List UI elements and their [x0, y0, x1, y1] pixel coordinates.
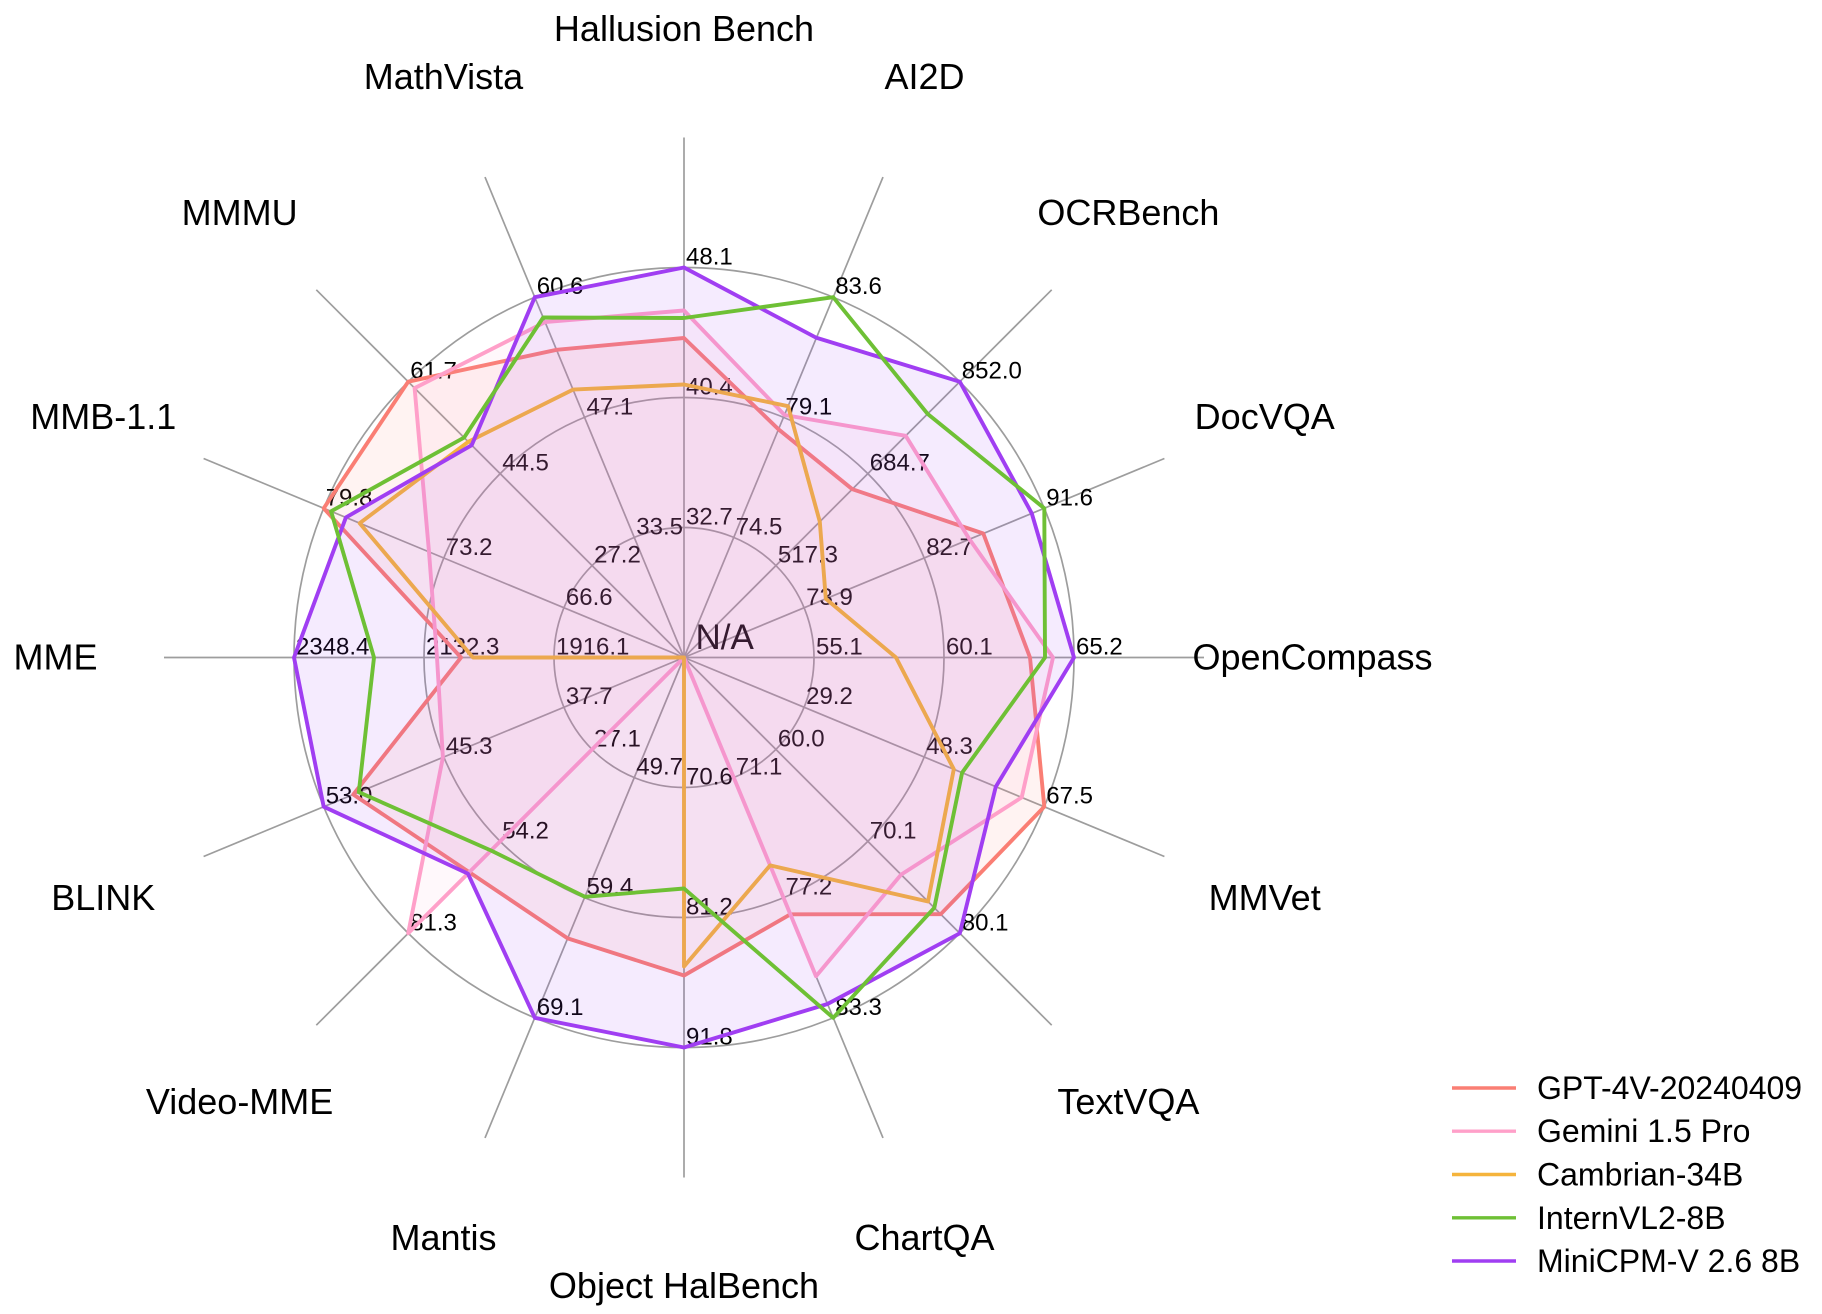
svg-text:684.7: 684.7: [870, 450, 930, 477]
svg-text:69.1: 69.1: [537, 994, 584, 1021]
svg-text:33.5: 33.5: [636, 513, 683, 540]
svg-text:73.9: 73.9: [806, 584, 853, 611]
svg-text:MME: MME: [14, 637, 98, 678]
svg-text:517.3: 517.3: [778, 542, 838, 569]
svg-text:70.6: 70.6: [686, 764, 733, 791]
svg-text:BLINK: BLINK: [51, 877, 155, 918]
svg-text:2348.4: 2348.4: [296, 634, 369, 661]
svg-text:91.6: 91.6: [1046, 484, 1093, 511]
svg-text:48.3: 48.3: [926, 733, 973, 760]
svg-text:45.3: 45.3: [446, 733, 493, 760]
svg-text:Cambrian-34B: Cambrian-34B: [1537, 1157, 1743, 1193]
svg-text:Mantis: Mantis: [390, 1217, 496, 1258]
svg-text:73.2: 73.2: [446, 534, 493, 561]
svg-text:48.1: 48.1: [686, 244, 733, 271]
svg-text:Hallusion Bench: Hallusion Bench: [554, 8, 814, 49]
svg-text:852.0: 852.0: [962, 358, 1022, 385]
svg-text:DocVQA: DocVQA: [1195, 396, 1335, 437]
svg-text:MathVista: MathVista: [364, 56, 524, 97]
svg-text:GPT-4V-20240409: GPT-4V-20240409: [1537, 1070, 1802, 1106]
svg-text:67.5: 67.5: [1046, 783, 1093, 810]
svg-text:44.5: 44.5: [502, 450, 549, 477]
svg-text:27.2: 27.2: [594, 542, 641, 569]
svg-text:MMMU: MMMU: [182, 192, 298, 233]
svg-text:OCRBench: OCRBench: [1037, 192, 1219, 233]
svg-text:49.7: 49.7: [636, 754, 683, 781]
svg-text:Object HalBench: Object HalBench: [549, 1265, 819, 1306]
svg-text:66.6: 66.6: [566, 584, 613, 611]
svg-text:47.1: 47.1: [587, 393, 634, 420]
svg-text:MMB-1.1: MMB-1.1: [30, 396, 176, 437]
svg-text:37.7: 37.7: [566, 683, 613, 710]
svg-text:N/A: N/A: [696, 618, 755, 657]
svg-text:Video-MME: Video-MME: [146, 1081, 333, 1122]
svg-text:55.1: 55.1: [816, 634, 863, 661]
svg-text:AI2D: AI2D: [884, 56, 964, 97]
svg-text:65.2: 65.2: [1076, 634, 1123, 661]
svg-text:OpenCompass: OpenCompass: [1192, 637, 1432, 678]
svg-text:74.5: 74.5: [736, 513, 783, 540]
svg-text:71.1: 71.1: [736, 754, 783, 781]
svg-text:29.2: 29.2: [806, 683, 853, 710]
svg-text:60.0: 60.0: [778, 725, 825, 752]
svg-text:InternVL2-8B: InternVL2-8B: [1537, 1200, 1726, 1236]
svg-text:TextVQA: TextVQA: [1057, 1081, 1199, 1122]
svg-text:32.7: 32.7: [686, 504, 733, 531]
svg-text:82.7: 82.7: [926, 534, 973, 561]
svg-text:Gemini 1.5 Pro: Gemini 1.5 Pro: [1537, 1113, 1750, 1149]
svg-text:MMVet: MMVet: [1209, 877, 1321, 918]
svg-text:MiniCPM-V 2.6 8B: MiniCPM-V 2.6 8B: [1537, 1243, 1800, 1279]
svg-text:83.6: 83.6: [835, 273, 882, 300]
svg-text:ChartQA: ChartQA: [854, 1217, 994, 1258]
svg-text:70.1: 70.1: [870, 817, 917, 844]
svg-text:60.1: 60.1: [946, 634, 993, 661]
svg-text:80.1: 80.1: [962, 909, 1009, 936]
